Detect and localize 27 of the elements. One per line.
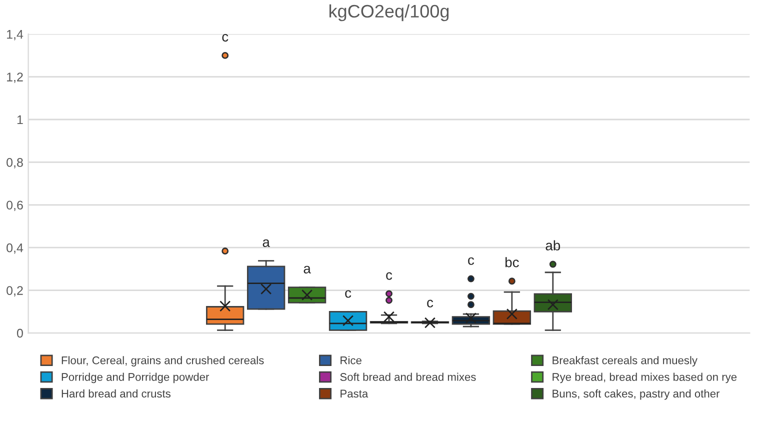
annotation: c [386,272,392,280]
annotation: c [427,300,434,308]
legend-label: Soft bread and bread mixes [340,372,476,381]
legend-label: Hard bread and crusts [62,389,171,398]
annotation: c [468,257,474,265]
chart-title: kgCO2eq/100g [329,4,449,22]
annotation: a [304,266,311,274]
y-tick-label: 0,8 [6,158,23,168]
legend-label: Flour, Cereal, grains and crushed cereals [62,356,264,366]
annotation: c [222,34,228,42]
legend-label: Breakfast cereals and muesly [552,356,698,366]
y-tick-label: 0,4 [6,243,24,254]
legend-label: Porridge and Porridge powder [62,372,210,384]
legend-label: Buns, soft cakes, pastry and other [552,389,720,400]
y-tick-label: 1,4 [7,30,24,40]
y-tick-label: 1,2 [7,72,23,83]
legend-label: Rice [340,356,362,364]
y-tick-label: 0 [16,328,23,338]
y-tick-label: 0,6 [6,200,23,212]
annotation: ab [546,240,560,250]
legend-label: Rye bread, bread mixes based on rye [552,372,737,384]
annotation: c [345,290,352,298]
legend-label: Pasta [340,390,368,398]
y-tick-label: 1 [17,115,23,124]
annotation: a [262,239,270,247]
y-tick-label: 0,2 [6,286,23,296]
annotation: bc [505,257,519,268]
